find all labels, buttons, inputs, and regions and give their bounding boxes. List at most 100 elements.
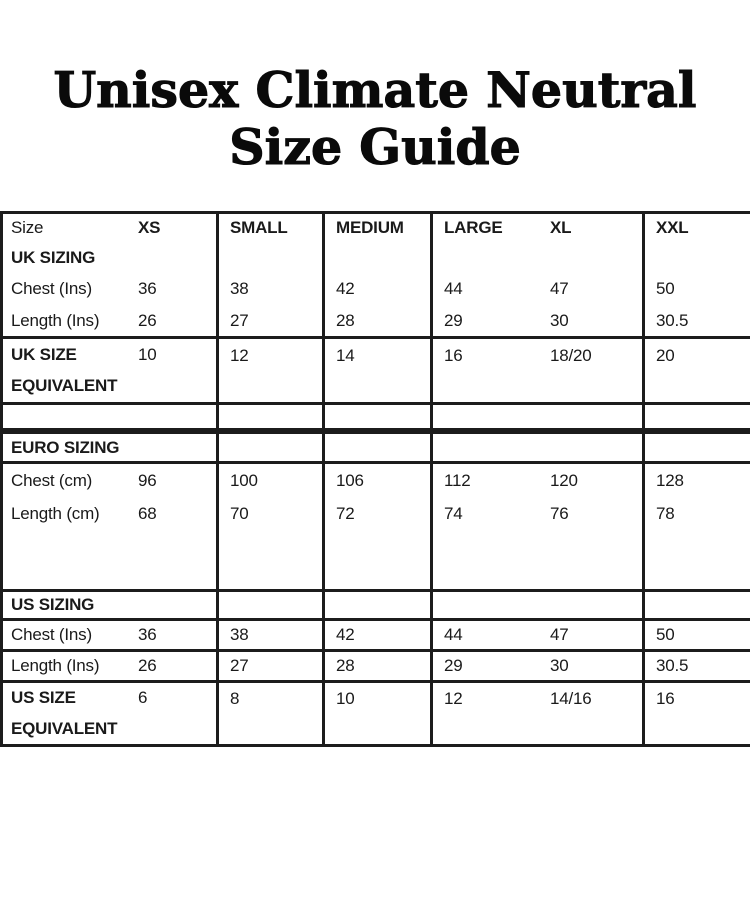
us-equiv-large-xl-cell: 12 14/16 xyxy=(433,683,645,744)
euro-length-xs: 68 xyxy=(138,503,157,523)
uk-chest-label-cell: Chest (Ins) 36 xyxy=(3,273,219,305)
empty-cell xyxy=(219,434,325,461)
us-chest-row: Chest (Ins) 36 38 42 44 47 50 xyxy=(3,618,750,649)
euro-length-small: 70 xyxy=(230,503,249,523)
uk-equiv-xl: 18/20 xyxy=(550,345,592,365)
euro-chest-label: Chest (cm) xyxy=(11,471,93,490)
us-length-large-xl-cell: 29 30 xyxy=(433,652,645,680)
euro-chest-small: 100 xyxy=(230,471,258,490)
header-size-xs-cell: Size XS xyxy=(3,214,219,242)
us-equiv-xxl-cell: 16 xyxy=(645,683,750,744)
us-chest-small: 38 xyxy=(219,621,325,649)
uk-equiv-label-cell: UK SIZE 10 EQUIVALENT xyxy=(3,339,219,402)
uk-length-xl: 30 xyxy=(550,310,569,330)
us-sizing-label-cell: US SIZING xyxy=(3,592,219,618)
empty-cell xyxy=(325,434,433,461)
empty-cell xyxy=(219,405,325,428)
uk-chest-xs: 36 xyxy=(138,279,157,298)
empty-cell xyxy=(645,242,750,273)
uk-sizing-label-cell: UK SIZING xyxy=(3,242,219,273)
page-title-line2: Size Guide xyxy=(229,118,522,176)
euro-length-xl: 76 xyxy=(550,503,569,523)
us-length-label: Length (Ins) xyxy=(11,656,100,675)
table-header-row: Size XS SMALL MEDIUM LARGE XL XXL xyxy=(3,211,750,242)
euro-measurements-block: Chest (cm) 96 Length (cm) 68 100 70 106 … xyxy=(3,461,750,589)
us-equiv-xl: 14/16 xyxy=(550,689,592,708)
header-size-label: Size xyxy=(11,218,44,237)
empty-cell xyxy=(433,242,645,273)
us-length-xs: 26 xyxy=(138,656,157,675)
size-guide-table: Size XS SMALL MEDIUM LARGE XL XXL UK SIZ… xyxy=(0,211,750,747)
uk-equiv-small-cell: 12 xyxy=(219,339,325,402)
us-equiv-label-line1: US SIZE xyxy=(11,688,76,708)
uk-chest-medium: 42 xyxy=(325,273,433,305)
uk-equiv-medium: 14 xyxy=(336,345,355,365)
page-title: Unisex Climate Neutral Size Guide xyxy=(0,0,750,176)
us-chest-large-xl-cell: 44 47 xyxy=(433,621,645,649)
us-length-medium: 28 xyxy=(325,652,433,680)
us-sizing-label: US SIZING xyxy=(11,595,95,614)
empty-cell xyxy=(433,592,645,618)
us-size-equivalent-row: US SIZE 6 EQUIVALENT 8 10 12 14/16 xyxy=(3,680,750,744)
euro-chest-xxl: 128 xyxy=(656,471,684,490)
empty-cell xyxy=(325,242,433,273)
uk-length-label: Length (Ins) xyxy=(11,310,100,330)
euro-chest-xs: 96 xyxy=(138,471,157,490)
uk-length-small: 27 xyxy=(219,305,325,336)
uk-chest-xl: 47 xyxy=(550,279,569,298)
uk-equiv-large-xl-cell: 16 18/20 xyxy=(433,339,645,402)
us-length-row: Length (Ins) 26 27 28 29 30 30.5 xyxy=(3,649,750,680)
uk-equiv-label-line1: UK SIZE xyxy=(11,344,77,364)
euro-length-medium: 72 xyxy=(336,503,355,523)
us-chest-xs: 36 xyxy=(138,625,157,644)
us-length-large: 29 xyxy=(444,656,463,675)
empty-cell xyxy=(219,242,325,273)
empty-cell xyxy=(433,405,645,428)
euro-medium-cell: 106 72 xyxy=(325,464,433,589)
empty-cell xyxy=(219,592,325,618)
uk-chest-small: 38 xyxy=(219,273,325,305)
uk-length-large-xl-cell: 29 30 xyxy=(433,305,645,336)
us-chest-label-cell: Chest (Ins) 36 xyxy=(3,621,219,649)
header-large-xl-cell: LARGE XL xyxy=(433,214,645,242)
euro-labels-cell: Chest (cm) 96 Length (cm) 68 xyxy=(3,464,219,589)
euro-chest-xl: 120 xyxy=(550,471,578,490)
us-length-xxl: 30.5 xyxy=(656,656,689,675)
euro-length-label: Length (cm) xyxy=(11,503,100,523)
us-chest-label: Chest (Ins) xyxy=(11,625,92,644)
uk-size-equivalent-row: UK SIZE 10 EQUIVALENT 12 14 16 18/20 xyxy=(3,336,750,402)
us-length-label-cell: Length (Ins) 26 xyxy=(3,652,219,680)
us-sizing-section-row: US SIZING xyxy=(3,589,750,618)
uk-equiv-xxl-cell: 20 xyxy=(645,339,750,402)
empty-cell xyxy=(645,592,750,618)
us-equiv-xxl: 16 xyxy=(656,689,675,708)
us-chest-medium: 42 xyxy=(325,621,433,649)
uk-chest-large-xl-cell: 44 47 xyxy=(433,273,645,305)
us-equiv-medium: 10 xyxy=(336,689,355,708)
euro-large-xl-cell: 112 120 74 76 xyxy=(433,464,645,589)
uk-equiv-label-line2: EQUIVALENT xyxy=(11,376,118,396)
us-equiv-label-line2: EQUIVALENT xyxy=(11,718,118,738)
uk-chest-xxl: 50 xyxy=(656,279,675,298)
us-length-xl: 30 xyxy=(550,656,569,675)
us-equiv-xs: 6 xyxy=(138,688,148,708)
euro-chest-medium: 106 xyxy=(336,471,364,490)
us-equiv-label-cell: US SIZE 6 EQUIVALENT xyxy=(3,683,219,744)
empty-cell xyxy=(645,405,750,428)
header-large: LARGE xyxy=(444,218,503,237)
uk-length-label-cell: Length (Ins) 26 xyxy=(3,305,219,336)
empty-spacer-row xyxy=(3,402,750,428)
header-xl: XL xyxy=(550,218,572,237)
us-equiv-small-cell: 8 xyxy=(219,683,325,744)
uk-chest-large: 44 xyxy=(444,279,463,298)
euro-length-large: 74 xyxy=(444,503,463,523)
page-title-line1: Unisex Climate Neutral xyxy=(53,61,697,119)
uk-sizing-label: UK SIZING xyxy=(11,247,96,267)
us-chest-xxl: 50 xyxy=(656,625,675,644)
euro-chest-large: 112 xyxy=(444,471,471,490)
uk-length-xs: 26 xyxy=(138,310,157,330)
uk-length-large: 29 xyxy=(444,310,463,330)
euro-sizing-label: EURO SIZING xyxy=(11,437,120,457)
uk-equiv-xxl: 20 xyxy=(656,345,675,365)
uk-sizing-section-row: UK SIZING xyxy=(3,242,750,273)
